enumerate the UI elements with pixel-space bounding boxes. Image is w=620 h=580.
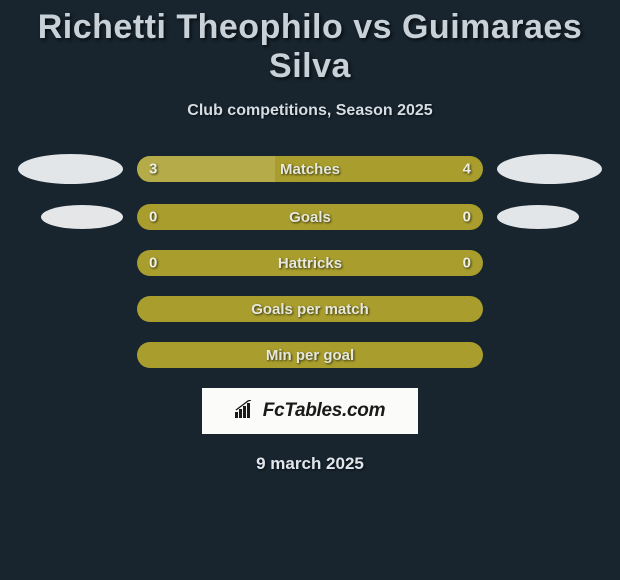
player-left-ellipse [18, 154, 123, 184]
page-subtitle: Club competitions, Season 2025 [0, 102, 620, 120]
stat-bar: Goals per match [137, 296, 483, 322]
page-title: Richetti Theophilo vs Guimaraes Silva [0, 8, 620, 86]
stat-value-right: 0 [463, 255, 471, 272]
stat-label: Hattricks [278, 255, 342, 272]
logo-chart-icon [235, 400, 257, 423]
stat-value-right: 0 [463, 209, 471, 226]
logo-text: FcTables.com [263, 400, 385, 422]
stat-label: Goals [289, 209, 331, 226]
stat-value-right: 4 [463, 161, 471, 178]
stat-bar: 0 Hattricks 0 [137, 250, 483, 276]
date-label: 9 march 2025 [0, 454, 620, 474]
stat-value-left: 0 [149, 209, 157, 226]
stat-label: Min per goal [266, 347, 354, 364]
stat-row: 3 Matches 4 [0, 154, 620, 184]
stat-label: Goals per match [251, 301, 369, 318]
comparison-container: Richetti Theophilo vs Guimaraes Silva Cl… [0, 0, 620, 474]
stat-value-left: 3 [149, 161, 157, 178]
stat-row: Min per goal [0, 342, 620, 368]
stat-value-left: 0 [149, 255, 157, 272]
player-right-ellipse [497, 154, 602, 184]
player-left-ellipse [41, 205, 123, 229]
stat-bar-fill-left [137, 156, 275, 182]
stat-row: 0 Goals 0 [0, 204, 620, 230]
stat-bar: 0 Goals 0 [137, 204, 483, 230]
stat-label: Matches [280, 161, 340, 178]
stat-bar: 3 Matches 4 [137, 156, 483, 182]
stat-rows: 3 Matches 4 0 Goals 0 0 Hattricks 0 Goals per mat… [0, 154, 620, 368]
stat-row: Goals per match [0, 296, 620, 322]
player-right-ellipse [497, 205, 579, 229]
stat-row: 0 Hattricks 0 [0, 250, 620, 276]
stat-bar: Min per goal [137, 342, 483, 368]
logo-box: FcTables.com [202, 388, 418, 434]
